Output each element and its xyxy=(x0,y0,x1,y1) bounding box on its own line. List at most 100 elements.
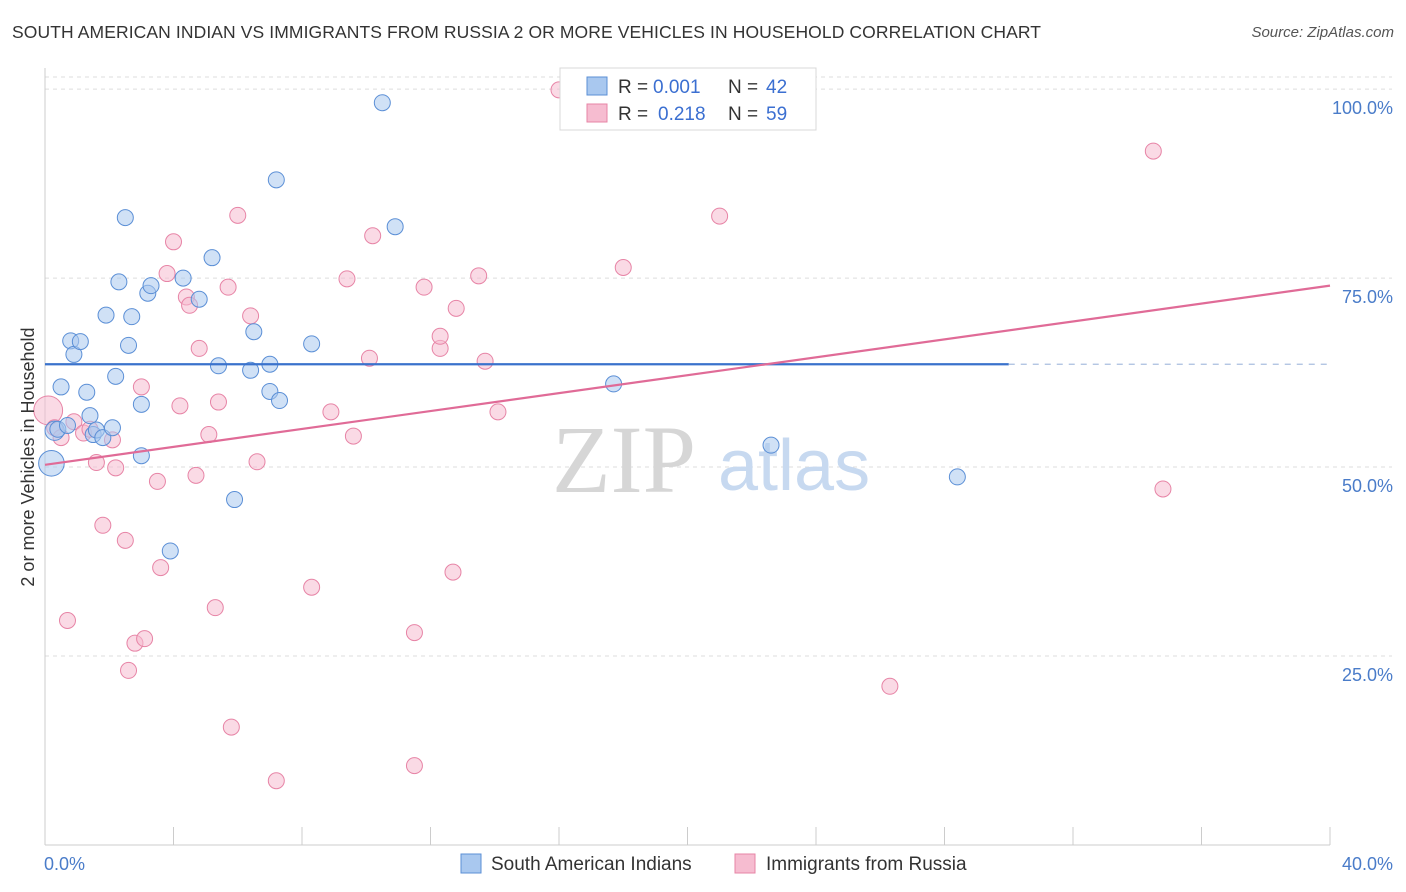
blue-point-3 xyxy=(52,378,70,396)
blue-point-41 xyxy=(948,468,966,486)
pink-point-17 xyxy=(152,559,170,577)
x-tick-label-min: 0.0% xyxy=(44,854,85,874)
legend-n-value-2: 59 xyxy=(766,104,787,125)
bottom-legend-label-2: Immigrants from Russia xyxy=(766,854,967,875)
y-tick-label-1: 50.0% xyxy=(1342,476,1393,496)
y-tick-label-3: 100.0% xyxy=(1332,98,1393,118)
blue-point-27 xyxy=(203,249,221,267)
blue-point-29 xyxy=(226,491,244,509)
blue-point-36 xyxy=(303,335,321,353)
pink-point-23 xyxy=(187,466,205,484)
pink-point-49 xyxy=(489,403,507,421)
blue-point-35 xyxy=(271,392,289,410)
pink-point-18 xyxy=(158,265,176,283)
pink-point-52 xyxy=(711,207,729,225)
pink-point-39 xyxy=(364,227,382,245)
pink-point-48 xyxy=(476,352,494,370)
y-axis-label: 2 or more Vehicles in Household xyxy=(18,327,38,586)
blue-point-8 xyxy=(78,383,96,401)
pink-point-32 xyxy=(248,453,266,471)
pink-point-45 xyxy=(444,563,462,581)
watermark-atlas: atlas xyxy=(718,426,870,506)
legend-n-label-1: N = xyxy=(728,77,758,98)
blue-point-18 xyxy=(120,336,138,354)
bottom-legend: South American Indians Immigrants from R… xyxy=(460,853,967,875)
pink-point-51 xyxy=(614,259,632,277)
pink-point-8 xyxy=(94,516,112,534)
pink-point-42 xyxy=(415,278,433,296)
blue-point-13 xyxy=(97,306,115,324)
pink-point-10 xyxy=(107,459,125,477)
pink-point-15 xyxy=(136,630,154,648)
pink-point-38 xyxy=(360,349,378,367)
blue-point-7 xyxy=(71,333,89,351)
legend-box: R = 0.001 N = 42 R = 0.218 N = 59 xyxy=(559,67,817,131)
legend-r-value-2: 0.218 xyxy=(658,104,706,125)
x-tick-label-max: 40.0% xyxy=(1342,854,1393,874)
pink-point-3 xyxy=(58,612,76,630)
blue-point-9 xyxy=(81,407,99,425)
pink-point-54 xyxy=(1144,142,1162,160)
blue-point-31 xyxy=(245,323,263,341)
pink-point-36 xyxy=(338,270,356,288)
chart-title: SOUTH AMERICAN INDIAN VS IMMIGRANTS FROM… xyxy=(12,22,1042,42)
y-tick-label-2: 75.0% xyxy=(1342,287,1393,307)
pink-point-12 xyxy=(120,661,138,679)
pink-point-28 xyxy=(219,278,237,296)
blue-point-30 xyxy=(242,361,260,379)
blue-point-19 xyxy=(123,308,141,326)
legend-r-label-1: R = xyxy=(618,77,648,98)
legend-swatch-pink xyxy=(586,103,608,123)
blue-point-16 xyxy=(110,273,128,291)
legend-n-label-2: N = xyxy=(728,104,758,125)
legend-swatch-blue xyxy=(586,76,608,96)
pink-point-44 xyxy=(431,327,449,345)
pink-point-40 xyxy=(405,624,423,642)
y-tick-labels: 25.0% 50.0% 75.0% 100.0% xyxy=(1332,98,1393,685)
blue-point-23 xyxy=(142,277,160,295)
pink-point-33 xyxy=(267,772,285,790)
pink-point-46 xyxy=(447,299,465,317)
pink-point-14 xyxy=(132,378,150,396)
pink-point-53 xyxy=(881,677,899,695)
pink-point-26 xyxy=(206,599,224,617)
pink-point-30 xyxy=(229,206,247,224)
pink-point-34 xyxy=(303,578,321,596)
blue-point-37 xyxy=(373,94,391,112)
source-label: Source: ZipAtlas.com xyxy=(1251,24,1394,41)
bottom-legend-label-1: South American Indians xyxy=(491,854,692,875)
pink-point-31 xyxy=(242,307,260,325)
pink-trend-line xyxy=(44,284,1331,466)
blue-point-15 xyxy=(107,367,125,385)
legend-r-value-1: 0.001 xyxy=(653,77,701,98)
legend-r-label-2: R = xyxy=(618,104,648,125)
blue-point-20 xyxy=(132,395,150,413)
pink-point-47 xyxy=(470,267,488,285)
pink-point-29 xyxy=(222,718,240,736)
blue-point-40 xyxy=(762,436,780,454)
blue-point-26 xyxy=(190,290,208,308)
bottom-legend-swatch-blue xyxy=(460,853,482,874)
pink-point-19 xyxy=(165,233,182,251)
bottom-legend-swatch-pink xyxy=(734,853,756,874)
pink-point-27 xyxy=(209,393,227,411)
pink-point-37 xyxy=(344,427,362,445)
pink-point-24 xyxy=(190,339,208,357)
data-points xyxy=(33,81,1172,790)
blue-point-17 xyxy=(116,209,134,227)
blue-point-38 xyxy=(386,218,404,236)
blue-point-24 xyxy=(161,542,179,560)
blue-point-14 xyxy=(103,419,121,437)
trend-lines xyxy=(44,284,1331,466)
pink-point-35 xyxy=(322,403,340,421)
y-tick-label-0: 25.0% xyxy=(1342,665,1393,685)
blue-point-28 xyxy=(209,357,227,375)
pink-point-55 xyxy=(1154,480,1172,498)
legend-n-value-1: 42 xyxy=(766,77,787,98)
pink-point-16 xyxy=(148,472,166,490)
watermark-zip: ZIP xyxy=(552,406,696,513)
blue-point-34 xyxy=(267,171,285,189)
pink-point-20 xyxy=(171,397,189,415)
blue-point-25 xyxy=(174,269,192,287)
